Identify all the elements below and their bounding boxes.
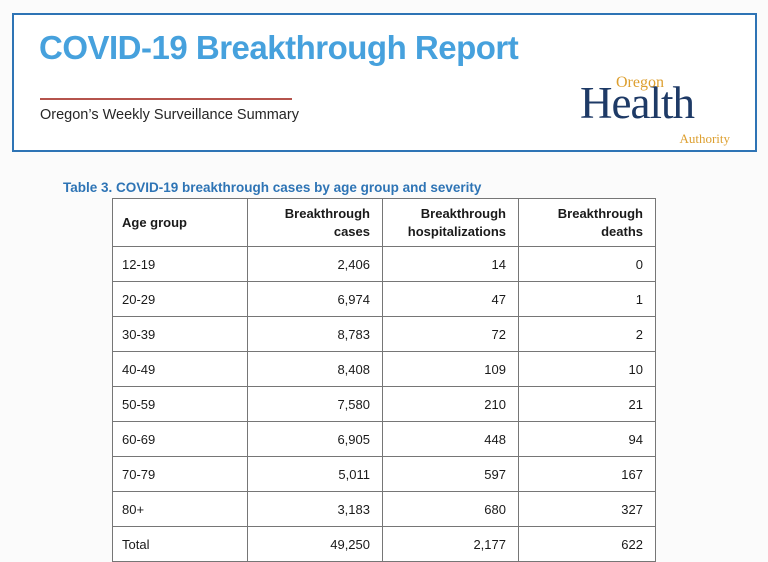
cell-age-group: 20-29: [112, 281, 248, 317]
cell-hospitalizations: 210: [382, 386, 519, 422]
cell-cases: 2,406: [247, 246, 383, 282]
cell-hospitalizations: 14: [382, 246, 519, 282]
cell-deaths: 327: [518, 491, 656, 527]
cell-cases: 6,905: [247, 421, 383, 457]
logo-health-text: Health: [580, 78, 695, 128]
cell-cases: 3,183: [247, 491, 383, 527]
table-title: Table 3. COVID-19 breakthrough cases by …: [63, 180, 482, 195]
cell-deaths: 622: [518, 526, 656, 562]
page-title: COVID-19 Breakthrough Report: [39, 29, 519, 66]
cell-hospitalizations: 2,177: [382, 526, 519, 562]
cell-cases: 8,783: [247, 316, 383, 352]
cell-cases: 6,974: [247, 281, 383, 317]
cell-age-group: 50-59: [112, 386, 248, 422]
table-row: 50-59 7,580 210 21: [112, 386, 656, 422]
table-row: 12-19 2,406 14 0: [112, 246, 656, 282]
cell-cases: 5,011: [247, 456, 383, 492]
column-header-age-group: Age group: [112, 198, 248, 247]
oregon-health-authority-logo: Health Oregon Authority: [578, 74, 734, 148]
cell-hospitalizations: 597: [382, 456, 519, 492]
table-header-row: Age group Breakthrough cases Breakthroug…: [112, 198, 656, 247]
table-row: 30-39 8,783 72 2: [112, 316, 656, 352]
cell-cases: 49,250: [247, 526, 383, 562]
cell-age-group: 60-69: [112, 421, 248, 457]
cell-age-group: 80+: [112, 491, 248, 527]
cell-age-group: 70-79: [112, 456, 248, 492]
column-header-deaths: Breakthrough deaths: [518, 198, 656, 247]
table-row: 60-69 6,905 448 94: [112, 421, 656, 457]
cell-deaths: 2: [518, 316, 656, 352]
cell-deaths: 167: [518, 456, 656, 492]
table-row: 80+ 3,183 680 327: [112, 491, 656, 527]
table-row: 40-49 8,408 109 10: [112, 351, 656, 387]
column-header-hospitalizations: Breakthrough hospitalizations: [382, 198, 519, 247]
table-row-total: Total 49,250 2,177 622: [112, 526, 656, 562]
cell-hospitalizations: 109: [382, 351, 519, 387]
logo-oregon-text: Oregon: [616, 74, 664, 91]
cell-age-group: 40-49: [112, 351, 248, 387]
cell-age-group: Total: [112, 526, 248, 562]
cell-cases: 8,408: [247, 351, 383, 387]
page-subtitle: Oregon’s Weekly Surveillance Summary: [40, 107, 299, 123]
cell-deaths: 94: [518, 421, 656, 457]
cell-hospitalizations: 680: [382, 491, 519, 527]
cell-hospitalizations: 72: [382, 316, 519, 352]
cell-deaths: 0: [518, 246, 656, 282]
cell-age-group: 30-39: [112, 316, 248, 352]
table-row: 20-29 6,974 47 1: [112, 281, 656, 317]
column-header-cases: Breakthrough cases: [247, 198, 383, 247]
cell-deaths: 21: [518, 386, 656, 422]
cell-cases: 7,580: [247, 386, 383, 422]
breakthrough-table: Age group Breakthrough cases Breakthroug…: [112, 198, 656, 562]
table-row: 70-79 5,011 597 167: [112, 456, 656, 492]
cell-deaths: 1: [518, 281, 656, 317]
cell-hospitalizations: 47: [382, 281, 519, 317]
cell-deaths: 10: [518, 351, 656, 387]
logo-authority-text: Authority: [679, 131, 730, 146]
cell-age-group: 12-19: [112, 246, 248, 282]
cell-hospitalizations: 448: [382, 421, 519, 457]
title-divider-line: [40, 98, 292, 100]
